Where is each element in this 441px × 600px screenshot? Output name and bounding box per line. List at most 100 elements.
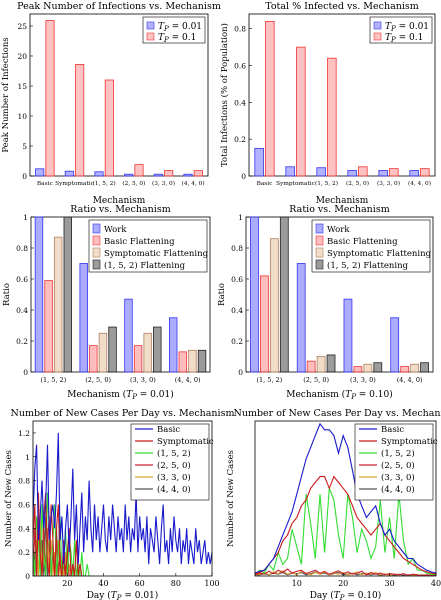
x-tick-label: 20	[62, 579, 72, 588]
y-tick-label: 0.4	[231, 306, 243, 315]
bar-2-0	[53, 236, 63, 373]
x-tick-label: Symptomatic	[276, 181, 315, 187]
legend-swatch	[315, 223, 324, 234]
legend-label: Basic	[381, 425, 404, 435]
y-axis-label: Number of New Cases	[4, 450, 14, 547]
y-tick-label: 5	[22, 142, 27, 151]
plot-frame	[254, 420, 437, 577]
y-tick-label: 0.2	[234, 135, 246, 144]
legend-label: Basic Flattening	[327, 237, 398, 247]
chart-panel-1: Total % Infected vs. Mechanism 0 0.2 0.4 0.6…	[219, 1, 436, 206]
legend-label: Symptomatic Flattening	[104, 249, 209, 259]
y-axis-label: Ratio	[2, 283, 12, 306]
bar-1-1	[75, 64, 85, 177]
legend-label-value: = 0.01	[396, 22, 429, 32]
x-axis-label-value: = 0.10)	[356, 389, 393, 400]
legend-label-sub: P	[163, 25, 169, 33]
bar-0-0	[35, 168, 45, 177]
bar-0-2	[94, 171, 104, 177]
legend-label: Work	[104, 225, 127, 235]
bar-3-3	[197, 349, 207, 373]
legend-label-value: = 0.1	[169, 33, 197, 43]
bar-2-3	[188, 349, 197, 373]
legend-label: (1, 5, 2)	[157, 448, 191, 459]
x-axis-label-t: T	[334, 591, 341, 600]
legend-label: (2, 5, 0)	[157, 460, 191, 471]
legend-label-value: = 0.01	[169, 22, 202, 32]
x-tick-label: Basic	[37, 181, 53, 187]
x-tick-label: (1, 5, 2)	[315, 180, 338, 187]
chart-panel-3: Ratio vs. Mechanism 0 0.2 0.4 0.6 0.8 1 (1, 5, …	[217, 204, 434, 401]
bar-0-5	[409, 170, 419, 177]
legend-label-value: = 0.1	[396, 33, 424, 43]
y-tick-label: 0.8	[18, 477, 30, 486]
series-line-2	[255, 488, 436, 576]
bar-0-0	[254, 147, 264, 177]
bar-3-1	[326, 354, 336, 373]
plot-frame	[245, 216, 434, 373]
y-axis-label: Peak Number of Infections	[1, 37, 11, 152]
x-tick-label: (3, 3, 0)	[377, 180, 400, 187]
legend-swatch	[92, 247, 101, 258]
y-tick-label: 0.6	[16, 275, 28, 284]
bar-2-0	[269, 238, 279, 373]
legend-label: TP = 0.1	[158, 33, 196, 44]
x-axis-label-prefix: Day (	[87, 590, 111, 600]
series-group	[255, 422, 436, 576]
bar-1-3	[134, 164, 144, 177]
bar-1-1	[306, 360, 316, 373]
legend-box	[88, 219, 208, 273]
y-tick-label: 0.2	[231, 337, 243, 346]
bar-1-5	[193, 170, 203, 177]
x-tick-label: (1, 5, 2)	[41, 376, 67, 384]
legend-swatch	[373, 32, 382, 41]
bar-0-3	[347, 170, 357, 177]
x-tick-label: 80	[171, 579, 181, 588]
y-tick-label: 0.4	[18, 524, 30, 533]
legend-swatch	[373, 21, 382, 30]
legend-label: Symptomatic	[157, 437, 214, 447]
x-tick-label: Symptomatic	[55, 181, 94, 187]
x-axis-label: Day (TP = 0.10)	[310, 590, 382, 600]
plot-frame	[248, 13, 436, 177]
legend-label: (1, 5, 2) Flattening	[104, 260, 186, 271]
x-tick-label: (3, 3, 0)	[350, 376, 376, 384]
x-tick-label: 60	[135, 579, 145, 588]
legend-label: (1, 5, 2) Flattening	[327, 260, 409, 271]
bar-0-2	[343, 298, 353, 373]
bar-0-1	[64, 170, 74, 177]
y-tick-label: 0.6	[18, 500, 30, 509]
y-tick-label: 1	[23, 213, 28, 222]
x-tick-label: 40	[98, 579, 108, 588]
bar-1-2	[133, 345, 143, 373]
y-tick-label: 0	[238, 368, 243, 377]
x-tick-label: (4, 4, 0)	[182, 180, 205, 187]
legend-label: (3, 3, 0)	[157, 472, 191, 483]
y-tick-label: 1.2	[18, 429, 30, 438]
bar-1-4	[164, 170, 174, 177]
legend-label: Basic	[157, 425, 180, 435]
bar-3-2	[373, 362, 383, 373]
bar-1-0	[265, 20, 275, 177]
chart-panel-0: Peak Number of Infections vs. Mechanism 0…	[1, 1, 221, 206]
y-tick-label: 0.8	[16, 244, 28, 253]
bar-0-4	[378, 170, 388, 177]
x-tick-label: 10	[292, 579, 302, 588]
legend-label: (2, 5, 0)	[381, 460, 415, 471]
legend-label-sub: P	[390, 36, 396, 44]
legend-swatch	[92, 235, 101, 246]
x-axis-label-value: = 0.01)	[121, 590, 158, 600]
x-tick-label: (2, 5, 0)	[122, 180, 145, 187]
bar-1-1	[296, 46, 306, 177]
legend-label: Symptomatic Flattening	[327, 249, 432, 259]
plot-frame	[32, 420, 213, 577]
bar-2-3	[410, 363, 419, 373]
x-tick-label: (4, 4, 0)	[175, 376, 201, 384]
bar-1-3	[358, 166, 368, 177]
chart-title: Ratio vs. Mechanism	[289, 204, 389, 215]
y-tick-label: 20	[17, 52, 27, 61]
chart-panel-4: Number of New Cases Per Day vs. Mechanis…	[4, 408, 234, 600]
bar-0-5	[183, 173, 193, 177]
legend-label: Symptomatic	[381, 437, 438, 447]
chart-title: Ratio vs. Mechanism	[70, 204, 170, 215]
